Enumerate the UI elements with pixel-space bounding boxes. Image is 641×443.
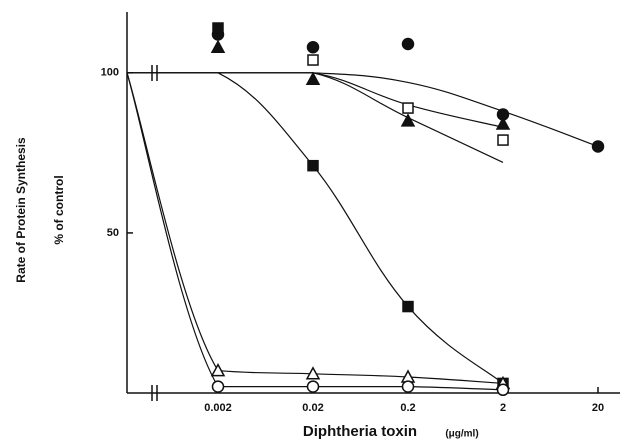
point [306, 40, 320, 54]
point [591, 140, 605, 153]
point [402, 102, 414, 114]
point [210, 39, 226, 53]
fit-curve [126, 72, 504, 164]
point [401, 37, 415, 51]
y-axis-label: % of control [52, 175, 66, 244]
point [305, 71, 321, 85]
y-tick-label: 100 [101, 67, 119, 79]
point [496, 383, 510, 397]
x-tick-label: 0.02 [302, 402, 323, 414]
fit-curve [126, 72, 504, 384]
point [210, 363, 226, 377]
x-tick-label: 0.2 [400, 402, 415, 414]
point [495, 116, 511, 130]
point [306, 380, 320, 393]
point [497, 134, 509, 146]
fit-curve [126, 72, 599, 148]
point [307, 54, 319, 66]
y-tick-label: 50 [107, 227, 119, 239]
point [400, 113, 416, 127]
x-tick-label: 20 [592, 402, 604, 414]
x-tick-label: 0.002 [204, 402, 232, 414]
x-tick-label: 2 [500, 402, 506, 414]
point [402, 300, 414, 313]
fit-curve [126, 72, 504, 391]
point [307, 159, 319, 172]
point [305, 366, 321, 380]
x-axis-unit: (μg/ml) [445, 429, 478, 440]
point [211, 380, 225, 393]
point [212, 22, 224, 34]
axis-break [151, 65, 158, 401]
y-axis-label: Rate of Protein Synthesis [14, 137, 28, 283]
fit-curve [126, 72, 504, 384]
x-axis-label: Diphtheria toxin [303, 423, 417, 440]
point [401, 380, 415, 393]
